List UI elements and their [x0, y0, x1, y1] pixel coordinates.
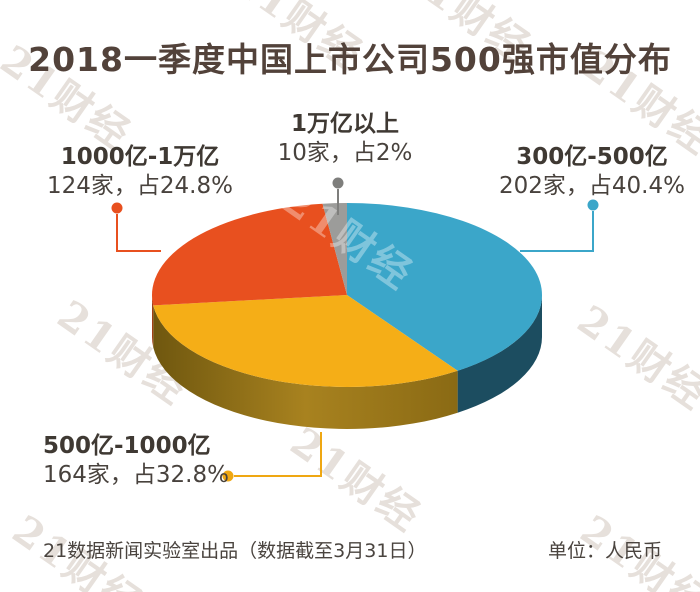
callout-30b-to-50b: 300亿-500亿 202家，占40.4%: [442, 143, 700, 201]
chart-title: 2018一季度中国上市公司500强市值分布: [28, 40, 672, 79]
pie-slice-0: [347, 203, 542, 371]
pie-slice-side-2: [152, 295, 154, 348]
leader-line-left: [116, 214, 161, 252]
leader-line-bottom: [234, 432, 322, 477]
callout-label: 300亿-500亿: [516, 144, 668, 170]
callout-label: 1000亿-1万亿: [60, 144, 220, 170]
callout-label: 1万亿以上: [290, 111, 399, 137]
callout-detail: 164家，占32.8%: [43, 462, 229, 488]
pie-slice-2: [152, 203, 347, 306]
callout-over-1-trillion: 1万亿以上 10家，占2%: [195, 110, 495, 168]
callout-100b-to-1t: 1000亿-1万亿 124家，占24.8%: [0, 143, 290, 201]
callout-label: 500亿-1000亿: [43, 433, 211, 459]
callout-detail: 202家，占40.4%: [499, 173, 685, 199]
pie-slice-1: [153, 295, 458, 387]
leader-dot-right: [587, 199, 599, 211]
leader-dot-top: [332, 177, 344, 189]
callout-50b-to-100b: 500亿-1000亿 164家，占32.8%: [43, 432, 343, 490]
pie-slice-side-1: [153, 305, 458, 429]
leader-dot-bottom: [222, 470, 234, 482]
leader-line-right: [520, 211, 594, 252]
unit-note: 单位：人民币: [548, 540, 663, 562]
pie-slice-3: [322, 203, 347, 295]
source-note: 21数据新闻实验室出品（数据截至3月31日）: [43, 540, 427, 562]
leader-dot-left: [111, 202, 123, 214]
callout-detail: 124家，占24.8%: [47, 173, 233, 199]
callout-detail: 10家，占2%: [277, 140, 413, 166]
pie-slice-side-0: [457, 295, 542, 413]
